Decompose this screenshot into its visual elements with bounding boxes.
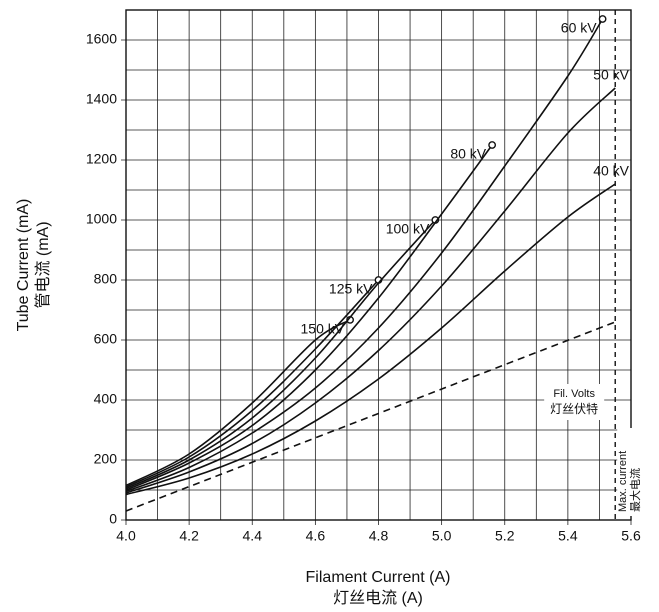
series-label: 50 kV [593, 67, 629, 83]
label-bg [617, 428, 644, 516]
x-tick-label: 5.2 [495, 528, 515, 544]
y-axis-label-cn: 管电流 (mA) [34, 221, 52, 308]
y-tick-label: 400 [94, 391, 118, 407]
series-line [125, 183, 616, 496]
y-tick-label: 1200 [86, 151, 117, 167]
series-label: 150 kV [301, 321, 345, 337]
end-marker [598, 15, 607, 23]
series-line [125, 321, 616, 512]
max-current-label: Max. current [617, 451, 629, 512]
series-label: Fil. Volts [553, 388, 595, 400]
series-line [125, 279, 380, 488]
x-tick-label: 5.0 [432, 528, 452, 544]
x-axis-label: Filament Current (A) [306, 569, 451, 586]
y-axis-label: Tube Current (mA) [15, 199, 32, 332]
end-marker [488, 141, 497, 149]
series-line [125, 319, 351, 487]
x-axis-label-cn: 灯丝电流 (A) [333, 589, 423, 607]
series-line [125, 219, 436, 490]
label-bg [544, 384, 605, 420]
series-line [125, 144, 493, 491]
x-tick-label: 4.6 [306, 528, 326, 544]
x-tick-label: 5.4 [558, 528, 578, 544]
x-tick-label: 4.4 [243, 528, 263, 544]
y-tick-label: 200 [94, 451, 118, 467]
plot-frame [125, 9, 632, 521]
y-tick-label: 1400 [86, 91, 117, 107]
y-tick-label: 800 [94, 271, 118, 287]
series-line [125, 87, 616, 494]
x-tick-label: 4.0 [116, 528, 136, 544]
series-label: 80 kV [450, 146, 486, 162]
y-tick-label: 0 [109, 511, 117, 527]
max-current-label-cn: 最大电流 [628, 468, 642, 512]
series-label-cn: 灯丝伏特 [550, 401, 598, 416]
y-tick-label: 1000 [86, 211, 117, 227]
x-tick-label: 5.6 [621, 528, 641, 544]
series-line [125, 18, 604, 493]
y-tick-label: 1600 [86, 31, 117, 47]
x-tick-label: 4.2 [179, 528, 199, 544]
series-label: 60 kV [561, 20, 597, 36]
y-tick-label: 600 [94, 331, 118, 347]
series-label: 100 kV [386, 221, 430, 237]
series-label: 40 kV [593, 163, 629, 179]
series-label: 125 kV [329, 281, 373, 297]
x-tick-label: 4.8 [369, 528, 389, 544]
